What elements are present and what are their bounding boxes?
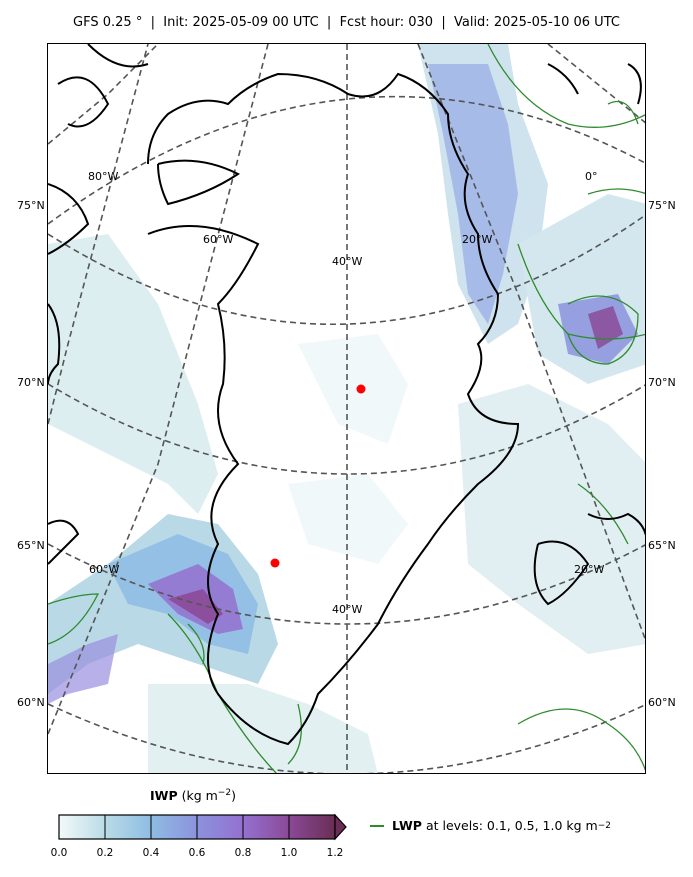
iwp-colorbar [58, 814, 350, 842]
lon-label-20w: 20°W [462, 233, 492, 246]
lon-label-20w-south: 20°W [574, 563, 604, 576]
map-canvas [48, 44, 646, 774]
colorbar-tick-3: 0.6 [189, 847, 206, 859]
lat-label-left-75: 75°N [17, 199, 45, 212]
lon-label-60w: 60°W [203, 233, 233, 246]
lat-label-left-65: 65°N [17, 539, 45, 552]
map-panel[interactable]: 80°W 60°W 40°W 20°W 0° 60°W 40°W 20°W [47, 43, 646, 774]
lat-label-right-60: 60°N [648, 696, 676, 709]
colorbar-title: IWP (kg m−2) [150, 788, 236, 803]
legend-line-swatch [370, 825, 384, 827]
lon-label-40w: 40°W [332, 255, 362, 268]
lat-label-left-70: 70°N [17, 376, 45, 389]
lon-label-0: 0° [585, 170, 598, 183]
lon-label-40w-south: 40°W [332, 603, 362, 616]
lat-label-right-70: 70°N [648, 376, 676, 389]
lon-label-80w: 80°W [88, 170, 118, 183]
lwp-legend: LWP at levels: 0.1, 0.5, 1.0 kg m −2 [370, 818, 611, 833]
colorbar-tick-6: 1.2 [327, 847, 344, 859]
colorbar-tick-1: 0.2 [97, 847, 114, 859]
lon-label-60w-south: 60°W [89, 563, 119, 576]
colorbar-tick-5: 1.0 [281, 847, 298, 859]
lat-label-left-60: 60°N [17, 696, 45, 709]
colorbar-tick-2: 0.4 [143, 847, 160, 859]
lat-label-right-65: 65°N [648, 539, 676, 552]
map-title: GFS 0.25 ° | Init: 2025-05-09 00 UTC | F… [0, 15, 693, 30]
lat-label-right-75: 75°N [648, 199, 676, 212]
colorbar-tick-0: 0.0 [51, 847, 68, 859]
colorbar-tick-4: 0.8 [235, 847, 252, 859]
